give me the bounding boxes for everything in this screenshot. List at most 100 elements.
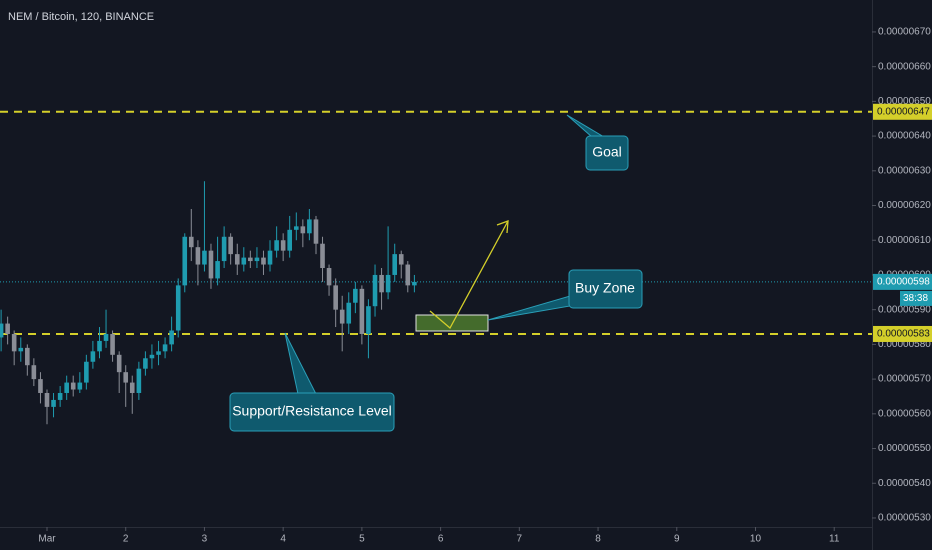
candle-body [405, 264, 411, 286]
goal-text: Goal [592, 144, 622, 160]
y-tick-label: 0.00000660 [878, 61, 931, 72]
candle-body [326, 268, 332, 286]
candle-body [110, 333, 115, 355]
x-tick-label: 5 [359, 534, 365, 545]
level-label-box [873, 325, 932, 342]
x-tick-label: 8 [595, 534, 601, 545]
candle-body [379, 274, 384, 293]
candle-body [398, 254, 404, 265]
candle-body [300, 226, 306, 234]
x-tick-label: 9 [674, 534, 680, 545]
candle-body [188, 236, 194, 248]
y-tick-label: 0.00000570 [878, 374, 931, 385]
candle-body [44, 392, 50, 407]
countdown-box [900, 290, 932, 306]
candle-body [136, 368, 142, 393]
support-callout [229, 392, 395, 432]
candle-body [169, 330, 174, 345]
y-tick-label: 0.00000590 [878, 304, 931, 315]
candle-body [215, 261, 220, 279]
candle-body [221, 236, 227, 262]
candle-body [11, 333, 17, 352]
candle-body [123, 372, 129, 383]
y-tick-label: 0.00000550 [878, 443, 931, 454]
candle-body [0, 323, 4, 338]
candle-body [385, 274, 391, 293]
y-tick-label: 0.00000540 [878, 478, 931, 489]
last-price-label: 0.00000598 [877, 277, 930, 288]
candle-body [261, 257, 266, 265]
candle-body [38, 379, 43, 393]
candle-body [228, 236, 233, 255]
y-tick-label: 0.00000650 [878, 96, 931, 107]
candle-body [156, 351, 161, 355]
candle-body [175, 285, 181, 331]
x-tick-label: 3 [202, 534, 208, 545]
y-tick-label: 0.00000580 [878, 339, 931, 350]
candle-body [84, 361, 89, 383]
candle-body [25, 347, 30, 366]
arrow-head [496, 220, 509, 234]
x-tick-label: 6 [438, 534, 444, 545]
candle-body [241, 257, 247, 265]
support-text: Support/Resistance Level [232, 403, 392, 419]
candle-body [18, 347, 24, 352]
buy-zone-callout [568, 269, 643, 309]
candle-body [5, 323, 10, 334]
candle-body [412, 281, 417, 286]
y-tick-label: 0.00000620 [878, 200, 931, 211]
x-tick-label: 7 [517, 534, 523, 545]
y-tick-label: 0.00000610 [878, 235, 931, 246]
candle-body [103, 333, 109, 341]
candle-body [143, 358, 148, 369]
candle-body [149, 354, 155, 359]
candle-body [267, 250, 273, 265]
candle-body [274, 240, 279, 251]
goal-callout [585, 135, 629, 171]
candle-body [320, 243, 325, 269]
level-label: 0.00000647 [877, 106, 930, 117]
candle-body [339, 309, 345, 324]
y-tick-label: 0.00000560 [878, 408, 931, 419]
level-label-box [873, 103, 932, 120]
candle-body [162, 344, 168, 352]
projection-arrow [429, 220, 509, 330]
y-tick-label: 0.00000630 [878, 165, 931, 176]
candle-body [64, 382, 69, 393]
candle-body [333, 285, 338, 310]
candle-body [248, 257, 253, 262]
candle-body [294, 226, 299, 230]
x-tick-label: 10 [750, 534, 762, 545]
candle-body [182, 236, 188, 286]
candle-body [372, 274, 378, 307]
x-tick-label: 4 [280, 534, 286, 545]
y-tick-label: 0.00000530 [878, 513, 931, 524]
candle-body [353, 288, 358, 303]
candle-body [208, 250, 214, 279]
candle-body [392, 254, 398, 275]
buy-zone-text: Buy Zone [575, 280, 635, 296]
candle-body [129, 382, 135, 393]
candle-body [70, 382, 76, 390]
y-tick-label: 0.00000640 [878, 131, 931, 142]
candle-body [116, 354, 122, 373]
candle-body [346, 302, 352, 324]
candle-body [287, 229, 292, 251]
candle-body [90, 351, 96, 362]
candle-body [359, 288, 365, 334]
candle-body [51, 399, 56, 407]
candle-body [254, 257, 260, 262]
level-label: 0.00000583 [877, 329, 930, 340]
candle-body [280, 240, 286, 251]
candle-body [313, 219, 319, 244]
x-tick-label: Mar [38, 534, 56, 545]
x-tick-label: 11 [829, 534, 840, 545]
candle-body [195, 247, 201, 265]
candle-body [234, 254, 240, 265]
candle-body [77, 382, 83, 390]
candle-body [307, 219, 312, 234]
candle-body [31, 365, 37, 380]
